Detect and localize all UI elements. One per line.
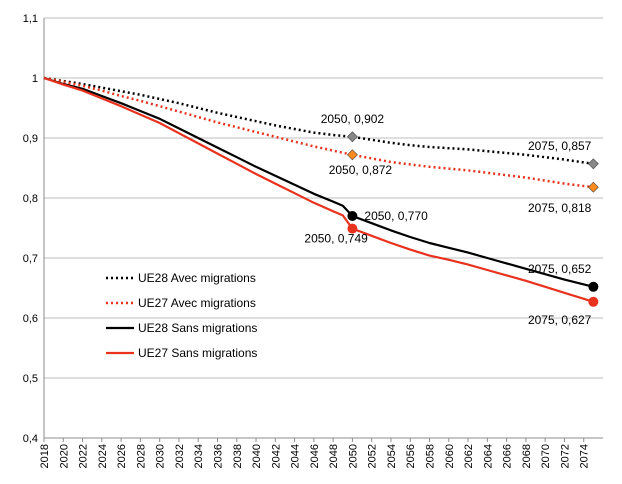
y-tick-label: 0,5: [23, 373, 38, 385]
x-tick-label: 2056: [405, 444, 417, 468]
y-tick-labels: 0,4 0,5 0,6 0,7 0,8 0,9 1 1,1: [23, 13, 38, 445]
legend-label-0: UE28 Avec migrations: [138, 271, 256, 285]
data-label-2075: 2075, 0,627: [528, 313, 592, 327]
x-tick-label: 2018: [39, 444, 51, 468]
x-tick-label: 2030: [155, 444, 167, 468]
x-tick-label: 2064: [482, 444, 494, 468]
data-labels: 2050, 0,902 2075, 0,857 2050, 0,872 2075, 0…: [304, 112, 591, 327]
x-tick-label: 2048: [328, 444, 340, 468]
gridlines: [44, 17, 603, 439]
data-label-2050: 2050, 0,770: [364, 209, 428, 223]
x-tick-label: 2052: [367, 444, 379, 468]
marker-2050-0: [346, 131, 358, 143]
x-tick-label: 2046: [309, 444, 321, 468]
legend-label-2: UE28 Sans migrations: [138, 321, 257, 335]
x-tick-label: 2058: [425, 444, 437, 468]
x-tick-label: 2068: [521, 444, 533, 468]
series-line-2: [43, 76, 594, 288]
data-label-2050: 2050, 0,749: [304, 232, 368, 246]
data-label-2050: 2050, 0,872: [329, 163, 393, 177]
x-tick-label: 2050: [347, 444, 359, 468]
x-tick-label: 2036: [212, 444, 224, 468]
marker-2075-3: [588, 296, 599, 307]
x-tick-label: 2066: [502, 444, 514, 468]
series-lines: [43, 76, 594, 303]
y-tick-label: 0,8: [23, 193, 38, 205]
y-tick-label: 0,4: [23, 433, 38, 445]
series-line-3: [43, 76, 594, 303]
marker-2050-2: [347, 211, 358, 221]
y-tick-label: 1: [32, 73, 38, 85]
series-line-0: [43, 76, 594, 166]
x-tick-label: 2038: [232, 444, 244, 468]
marker-2050-3: [347, 223, 358, 234]
x-tick-label: 2028: [135, 444, 147, 468]
axes: [43, 18, 603, 442]
y-tick-label: 0,6: [23, 313, 38, 325]
y-tick-label: 0,7: [23, 253, 38, 265]
x-tick-label: 2034: [193, 444, 205, 468]
x-tick-label: 2026: [116, 444, 128, 468]
x-tick-label: 2020: [58, 444, 70, 468]
x-tick-label: 2032: [174, 444, 186, 468]
marker-2075-2: [588, 281, 599, 292]
legend: UE28 Avec migrations UE27 Avec migrations…: [106, 271, 257, 360]
legend-label-1: UE27 Avec migrations: [138, 296, 256, 310]
x-tick-label: 2062: [463, 444, 475, 468]
x-tick-label: 2060: [444, 444, 456, 468]
x-tick-label: 2044: [290, 444, 302, 468]
y-tick-label: 0,9: [23, 133, 38, 145]
legend-label-3: UE27 Sans migrations: [138, 346, 257, 360]
x-tick-label: 2024: [97, 444, 109, 468]
y-tick-label: 1,1: [23, 13, 38, 25]
data-label-2075: 2075, 0,818: [528, 201, 592, 215]
data-label-2050: 2050, 0,902: [321, 112, 385, 126]
x-tick-label: 2072: [559, 444, 571, 468]
series-markers: [346, 131, 599, 307]
marker-2050-1: [346, 149, 358, 161]
x-tick-label: 2040: [251, 444, 263, 468]
x-tick-label: 2070: [540, 444, 552, 468]
x-tick-label: 2042: [270, 444, 282, 468]
x-tick-label: 2074: [579, 444, 591, 468]
data-label-2075: 2075, 0,652: [528, 262, 592, 276]
data-label-2075: 2075, 0,857: [528, 139, 592, 153]
series-line-1: [43, 76, 594, 189]
x-tick-label: 2022: [78, 444, 90, 468]
x-tick-label: 2054: [386, 444, 398, 468]
marker-2075-1: [587, 181, 599, 193]
x-tick-labels: 2018 2020 2022 2024 2026 2028 2030 2032 2034 2036…: [39, 444, 591, 468]
marker-2075-0: [587, 158, 599, 170]
